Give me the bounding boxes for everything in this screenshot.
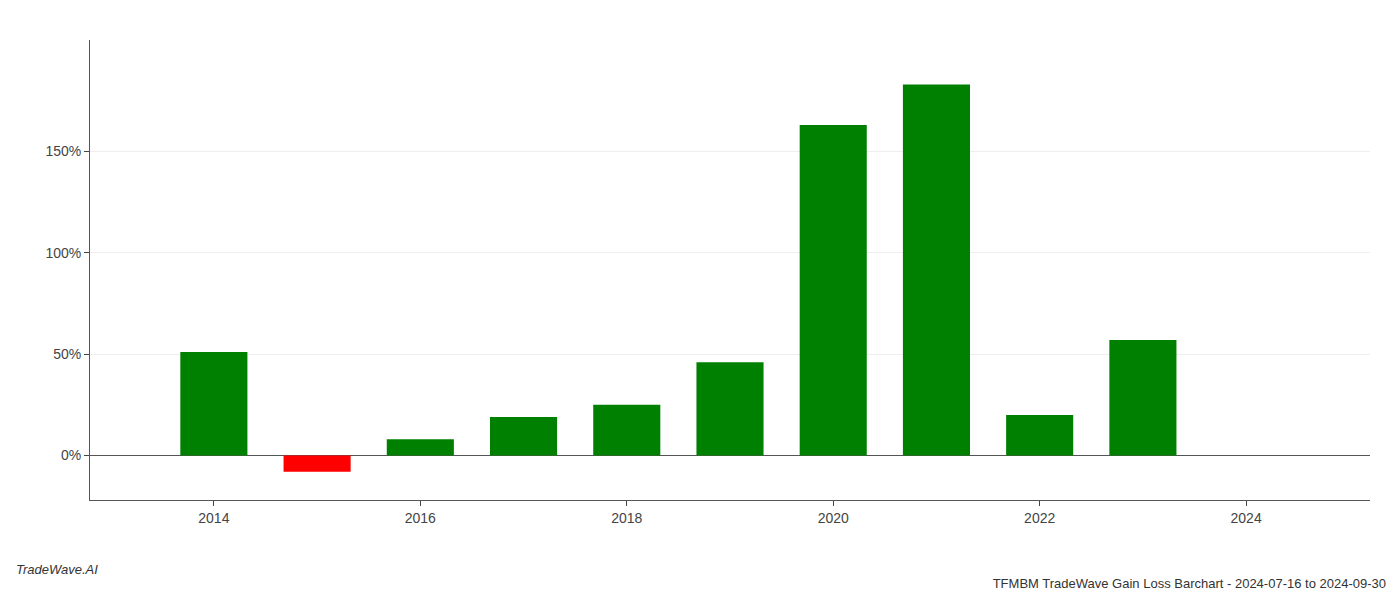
svg-text:2024: 2024 (1231, 510, 1262, 526)
svg-text:2016: 2016 (405, 510, 436, 526)
svg-text:TradeWave.AI: TradeWave.AI (16, 562, 98, 577)
svg-text:2022: 2022 (1024, 510, 1055, 526)
svg-text:2014: 2014 (198, 510, 229, 526)
svg-text:TFMBM TradeWave Gain Loss Barc: TFMBM TradeWave Gain Loss Barchart - 202… (993, 576, 1386, 591)
svg-text:150%: 150% (45, 143, 81, 159)
svg-text:2018: 2018 (611, 510, 642, 526)
svg-text:100%: 100% (45, 245, 81, 261)
svg-text:0%: 0% (61, 447, 81, 463)
svg-text:2020: 2020 (818, 510, 849, 526)
svg-text:50%: 50% (53, 346, 81, 362)
